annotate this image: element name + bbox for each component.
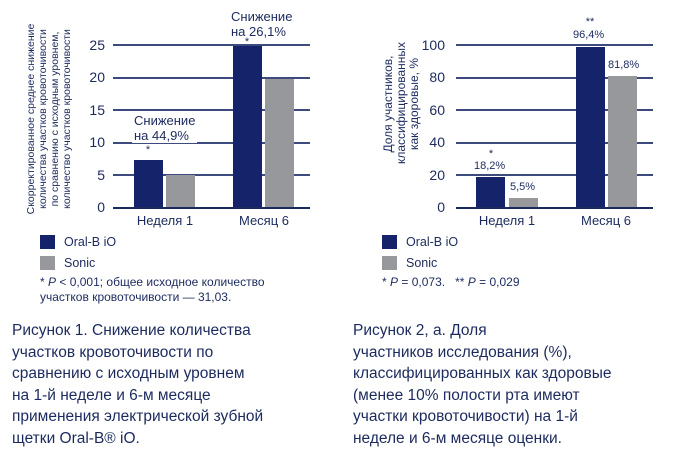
legend-label: Oral-B iO (406, 235, 459, 249)
legend-label: Oral-B iO (64, 235, 117, 249)
gridline (456, 109, 653, 111)
caption-line: участки кровоточивости) на 1-й (353, 408, 578, 425)
legend-item-oral-b: Oral-B iO (40, 235, 116, 249)
y-tick: 25 (89, 37, 105, 53)
y-tick: 0 (97, 199, 105, 215)
y-label-line: по сравнению с исходным уровнем, (49, 31, 61, 207)
footnote-star: ** (455, 275, 468, 289)
significance-marker: ** (585, 16, 595, 28)
footnote-star: * (40, 275, 49, 289)
value-label-week1-oral-b: 18,2% (474, 160, 506, 172)
footnote-p: P (467, 275, 476, 289)
chart-1-footnote: * P < 0,001; общее исходное количество у… (40, 275, 265, 305)
y-tick: 5 (97, 167, 105, 183)
x-axis (456, 207, 653, 209)
annotation-line: на 44,9% (134, 128, 189, 143)
bar-week1-sonic (509, 198, 538, 207)
y-label-line: количество участков кровоточивости (61, 29, 73, 209)
caption-line: Рисунок 2, а. Доля (353, 322, 487, 339)
annotation-line: Снижение (134, 113, 196, 128)
footnote-p: P (48, 275, 57, 289)
caption-line: неделе и 6-м месяце оценки. (353, 429, 562, 447)
annotation-line: Снижение (231, 9, 293, 24)
y-label-line: количества участков кровоточивости (37, 29, 49, 209)
significance-marker: * (244, 36, 250, 48)
legend-label: Sonic (406, 256, 438, 270)
bar-week1-oral-b (476, 177, 505, 207)
caption-line: применения электрической зубной (12, 408, 264, 425)
y-tick: 20 (89, 69, 105, 85)
figure-1-caption: Рисунок 1. Снижение количества участков … (12, 320, 263, 449)
gridline (456, 174, 653, 176)
legend-swatch-oral-b (382, 235, 397, 249)
legend-item-sonic: Sonic (40, 256, 95, 270)
gridline (456, 44, 653, 46)
footnote-text: участков кровоточивости — 31,03. (40, 290, 232, 304)
caption-line: классифицированных как здоровые (353, 365, 612, 382)
x-tick-month6: Месяц 6 (238, 213, 290, 228)
annotation-month6-reduction: Снижение на 26,1% (229, 9, 295, 39)
bar-month6-sonic (608, 76, 637, 207)
gridline (113, 44, 310, 46)
caption-line: сравнению с исходным уровнем (12, 365, 245, 382)
gridline (456, 77, 653, 79)
legend-item-sonic: Sonic (382, 256, 437, 270)
legend-item-oral-b: Oral-B iO (382, 235, 458, 249)
gridline (456, 142, 653, 144)
value-label-month6-oral-b: 96,4% (573, 29, 605, 41)
footnote-text: < 0,001; общее исходное количество (56, 275, 265, 289)
y-tick: 10 (89, 134, 105, 150)
legend-swatch-oral-b (40, 235, 55, 249)
y-tick: 15 (89, 102, 105, 118)
y-tick: 40 (429, 134, 445, 150)
caption-line: участков кровоточивости по (12, 343, 214, 361)
y-tick: 0 (437, 199, 445, 215)
annotation-line: на 26,1% (231, 24, 286, 39)
value-label-month6-sonic: 81,8% (608, 59, 640, 71)
caption-line: Рисунок 1. Снижение количества (12, 322, 251, 339)
significance-marker: * (488, 148, 494, 160)
y-tick: 100 (421, 37, 445, 53)
gridline (113, 174, 310, 176)
caption-line: щетки Oral-B® iO. (12, 429, 140, 447)
gridline (113, 109, 310, 111)
caption-line: участников исследования (%), (353, 343, 572, 361)
x-tick-week1: Неделя 1 (478, 213, 536, 228)
bar-week1-oral-b (134, 160, 163, 207)
chart-1-y-axis-label: Скорректированное среднее снижение колич… (25, 9, 75, 229)
bar-month6-sonic (265, 79, 294, 207)
bar-month6-oral-b (233, 46, 262, 207)
y-tick: 20 (429, 167, 445, 183)
legend-swatch-sonic (40, 256, 55, 270)
footnote-text: = 0,029 (475, 275, 520, 289)
x-tick-month6: Месяц 6 (580, 213, 632, 228)
footnote-text: = 0,073. (398, 275, 456, 289)
gridline (113, 142, 310, 144)
bar-week1-sonic (166, 175, 195, 207)
chart-2-footnote: * P = 0,073. ** P = 0,029 (382, 275, 520, 290)
figure-2a-caption: Рисунок 2, а. Доля участников исследован… (353, 320, 611, 449)
legend-label: Sonic (64, 256, 96, 270)
value-label-week1-sonic: 5,5% (510, 181, 536, 193)
caption-line: (менее 10% полости рта имеют (353, 386, 580, 404)
legend-swatch-sonic (382, 256, 397, 270)
caption-line: на 1-й неделе и 6-м месяце (12, 386, 211, 404)
gridline (113, 77, 310, 79)
x-tick-week1: Неделя 1 (136, 213, 194, 228)
annotation-week1-reduction: Снижение на 44,9% (132, 113, 198, 143)
bar-month6-oral-b (576, 47, 605, 207)
y-tick: 60 (429, 102, 445, 118)
footnote-p: P (390, 275, 399, 289)
footnote-star: * (382, 275, 391, 289)
significance-marker: * (145, 144, 151, 156)
y-tick: 80 (429, 69, 445, 85)
y-label-line: Скорректированное среднее снижение (25, 23, 37, 215)
x-axis (113, 207, 310, 209)
